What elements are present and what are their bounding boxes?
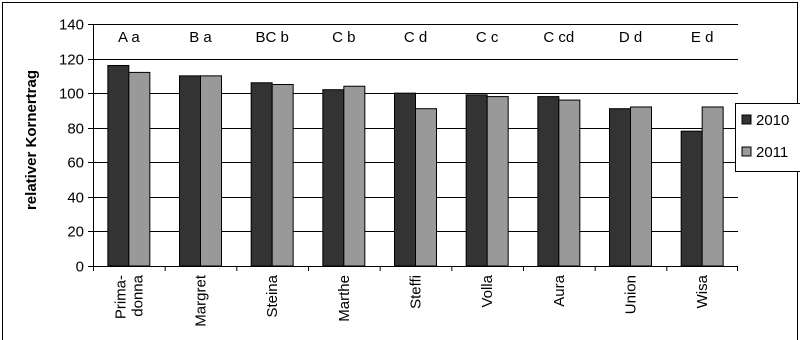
significance-label: B a [189,29,212,46]
bar-2011 [630,106,652,267]
significance-label: BC b [255,29,288,46]
x-tick-label: Steffi [408,275,425,309]
annotations: A a B a BC b C b C d C c C cd D d E d [118,29,713,46]
legend: 2010 2011 [735,103,800,172]
legend-label: 2011 [756,144,788,161]
bar-2010 [322,89,345,267]
y-axis-label: relativer Kornertrag [23,70,40,210]
significance-label: A a [118,29,140,46]
x-tick-label: Aura [551,274,568,306]
bar-2011 [486,96,509,267]
significance-label: C d [404,29,427,46]
y-tick-label: 100 [59,86,84,103]
bar-2010 [250,82,273,267]
x-tick-label: Wisa [694,274,711,308]
bar-2011 [271,84,294,267]
legend-swatch-2010 [741,114,752,125]
legend-label: 2010 [756,112,789,129]
bar-2010 [680,130,703,267]
x-tick-label: Steina [264,274,281,317]
bar-2011 [415,108,437,267]
bar-2010 [107,64,130,267]
bar-2010 [394,92,416,267]
y-tick-label: 0 [76,259,84,276]
bar-2010 [537,96,560,267]
y-tick-label: 120 [59,52,84,69]
significance-label: E d [691,29,714,46]
bar-2011 [128,71,151,267]
x-tick-labels: Prima-donna Margret Steina Marthe Steffi Voll… [93,266,738,327]
bar-2010 [465,94,488,267]
x-tick-label: Prima- [112,275,129,319]
significance-label: D d [619,29,642,46]
significance-label: C cd [543,29,574,46]
y-tick-label: 60 [67,155,84,172]
legend-swatch-2011 [741,146,752,157]
y-tick-label: 20 [67,224,84,241]
significance-label: C c [476,29,499,46]
x-tick-label: Volla [479,274,496,307]
x-tick-label: Marthe [336,275,353,322]
x-tick-label: Margret [193,274,210,327]
x-tick-label: donna [129,274,146,316]
y-tick-label: 40 [67,190,84,207]
bar-2010 [179,75,201,267]
bar-2011 [701,106,724,267]
bar-2011 [200,75,222,267]
y-tick-label: 80 [67,121,84,138]
y-tick-label: 140 [59,17,84,34]
bar-2010 [609,108,631,267]
axes [93,24,738,267]
x-tick-label: Union [623,275,640,314]
bar-2011 [558,99,581,267]
y-ticks: 0 20 40 60 80 100 120 140 [59,17,93,276]
significance-label: C b [332,29,355,46]
bar-2011 [343,85,366,267]
